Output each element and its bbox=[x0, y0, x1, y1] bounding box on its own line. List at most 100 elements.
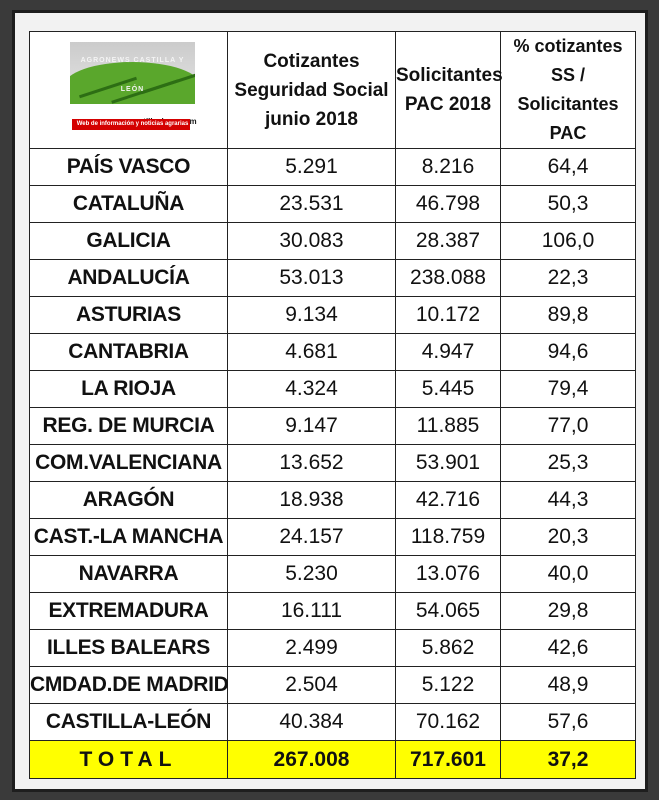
table-row: LA RIOJA 4.324 5.445 79,4 bbox=[29, 370, 636, 408]
cell-pct: 22,3 bbox=[500, 259, 636, 297]
header-solicitantes-line2: PAC 2018 bbox=[404, 94, 492, 115]
table-row: COM.VALENCIANA 13.652 53.901 25,3 bbox=[29, 444, 636, 482]
cell-solicitantes: 42.716 bbox=[395, 481, 501, 519]
cell-pct: 57,6 bbox=[500, 703, 636, 741]
cell-cotizantes: 13.652 bbox=[227, 444, 396, 482]
cell-solicitantes: 46.798 bbox=[395, 185, 501, 223]
cell-solicitantes: 70.162 bbox=[395, 703, 501, 741]
cell-region: ARAGÓN bbox=[29, 481, 228, 519]
cell-pct: 94,6 bbox=[500, 333, 636, 371]
cell-region: EXTREMADURA bbox=[29, 592, 228, 630]
cell-pct: 79,4 bbox=[500, 370, 636, 408]
cell-pct: 20,3 bbox=[500, 518, 636, 556]
cell-solicitantes: 238.088 bbox=[395, 259, 501, 297]
cell-pct: 40,0 bbox=[500, 555, 636, 593]
cell-cotizantes: 9.147 bbox=[227, 407, 396, 445]
total-row: TOTAL 267.008 717.601 37,2 bbox=[29, 740, 636, 779]
header-cotizantes-line1: Cotizantes bbox=[263, 50, 360, 72]
cell-pct: 89,8 bbox=[500, 296, 636, 334]
header-pct-line1: % cotizantes SS / bbox=[513, 36, 623, 85]
cell-cotizantes: 2.499 bbox=[227, 629, 396, 667]
cell-region: REG. DE MURCIA bbox=[29, 407, 228, 445]
cell-solicitantes: 4.947 bbox=[395, 333, 501, 371]
cell-solicitantes: 5.862 bbox=[395, 629, 501, 667]
cell-pct: 77,0 bbox=[500, 407, 636, 445]
header-row: AGRONEWS CASTILLA Y LEÓN www.agronewscas… bbox=[29, 31, 636, 149]
data-table: AGRONEWS CASTILLA Y LEÓN www.agronewscas… bbox=[29, 31, 636, 779]
cell-cotizantes: 18.938 bbox=[227, 481, 396, 519]
logo-banner-image: AGRONEWS CASTILLA Y LEÓN bbox=[70, 42, 195, 104]
cell-cotizantes: 4.324 bbox=[227, 370, 396, 408]
table-row: CMDAD.DE MADRID 2.504 5.122 48,9 bbox=[29, 666, 636, 704]
table-body: PAÍS VASCO 5.291 8.216 64,4 CATALUÑA 23.531 46… bbox=[29, 148, 636, 779]
cell-region: NAVARRA bbox=[29, 555, 228, 593]
cell-cotizantes: 4.681 bbox=[227, 333, 396, 371]
total-cell-cotizantes: 267.008 bbox=[227, 740, 396, 779]
table-row: ILLES BALEARS 2.499 5.862 42,6 bbox=[29, 629, 636, 667]
cell-pct: 44,3 bbox=[500, 481, 636, 519]
cell-pct: 106,0 bbox=[500, 222, 636, 260]
cell-cotizantes: 24.157 bbox=[227, 518, 396, 556]
header-cotizantes-line2: Seguridad Social bbox=[234, 79, 389, 101]
logo-cell: AGRONEWS CASTILLA Y LEÓN www.agronewscas… bbox=[29, 31, 228, 149]
cell-pct: 42,6 bbox=[500, 629, 636, 667]
logo-tagline: Web de información y noticias agrarias bbox=[72, 119, 190, 130]
table-row: REG. DE MURCIA 9.147 11.885 77,0 bbox=[29, 407, 636, 445]
table-row: NAVARRA 5.230 13.076 40,0 bbox=[29, 555, 636, 593]
cell-region: LA RIOJA bbox=[29, 370, 228, 408]
cell-cotizantes: 53.013 bbox=[227, 259, 396, 297]
total-cell-region: TOTAL bbox=[29, 740, 228, 779]
cell-pct: 50,3 bbox=[500, 185, 636, 223]
cell-region: ILLES BALEARS bbox=[29, 629, 228, 667]
agronews-logo: AGRONEWS CASTILLA Y LEÓN www.agronewscas… bbox=[70, 42, 197, 136]
table-row: CATALUÑA 23.531 46.798 50,3 bbox=[29, 185, 636, 223]
header-cotizantes-line3: junio 2018 bbox=[265, 108, 358, 130]
table-row: CAST.-LA MANCHA 24.157 118.759 20,3 bbox=[29, 518, 636, 556]
table-row: GALICIA 30.083 28.387 106,0 bbox=[29, 222, 636, 260]
cell-solicitantes: 53.901 bbox=[395, 444, 501, 482]
table-row: ARAGÓN 18.938 42.716 44,3 bbox=[29, 481, 636, 519]
table-row: CANTABRIA 4.681 4.947 94,6 bbox=[29, 333, 636, 371]
cell-region: COM.VALENCIANA bbox=[29, 444, 228, 482]
cell-solicitantes: 118.759 bbox=[395, 518, 501, 556]
cell-solicitantes: 54.065 bbox=[395, 592, 501, 630]
header-pct: % cotizantes SS / Solicitantes PAC bbox=[500, 31, 636, 149]
header-solicitantes: Solicitantes PAC 2018 bbox=[395, 31, 503, 149]
cell-region: CAST.-LA MANCHA bbox=[29, 518, 228, 556]
cell-region: CMDAD.DE MADRID bbox=[29, 666, 229, 704]
cell-solicitantes: 28.387 bbox=[395, 222, 501, 260]
cell-region: GALICIA bbox=[29, 222, 228, 260]
cell-cotizantes: 2.504 bbox=[227, 666, 396, 704]
table-row: EXTREMADURA 16.111 54.065 29,8 bbox=[29, 592, 636, 630]
cell-cotizantes: 5.291 bbox=[227, 148, 396, 186]
table-row: ASTURIAS 9.134 10.172 89,8 bbox=[29, 296, 636, 334]
cell-region: CATALUÑA bbox=[29, 185, 228, 223]
document-frame: AGRONEWS CASTILLA Y LEÓN www.agronewscas… bbox=[12, 10, 648, 792]
cell-pct: 25,3 bbox=[500, 444, 636, 482]
cell-solicitantes: 5.445 bbox=[395, 370, 501, 408]
cell-solicitantes: 11.885 bbox=[395, 407, 501, 445]
total-cell-pct: 37,2 bbox=[500, 740, 636, 779]
cell-region: PAÍS VASCO bbox=[29, 148, 228, 186]
cell-cotizantes: 30.083 bbox=[227, 222, 396, 260]
table-row: ANDALUCÍA 53.013 238.088 22,3 bbox=[29, 259, 636, 297]
cell-region: ASTURIAS bbox=[29, 296, 228, 334]
logo-name: AGRONEWS CASTILLA Y LEÓN bbox=[80, 57, 185, 93]
cell-cotizantes: 16.111 bbox=[227, 592, 396, 630]
cell-region: CASTILLA-LEÓN bbox=[29, 703, 228, 741]
header-cotizantes: Cotizantes Seguridad Social junio 2018 bbox=[227, 31, 396, 149]
cell-pct: 64,4 bbox=[500, 148, 636, 186]
cell-region: ANDALUCÍA bbox=[29, 259, 228, 297]
cell-solicitantes: 5.122 bbox=[395, 666, 501, 704]
table-row: PAÍS VASCO 5.291 8.216 64,4 bbox=[29, 148, 636, 186]
cell-cotizantes: 5.230 bbox=[227, 555, 396, 593]
total-cell-solicitantes: 717.601 bbox=[395, 740, 501, 779]
table-row: CASTILLA-LEÓN 40.384 70.162 57,6 bbox=[29, 703, 636, 741]
header-solicitantes-line1: Solicitantes bbox=[396, 65, 503, 86]
header-pct-line2: Solicitantes PAC bbox=[517, 94, 619, 143]
cell-pct: 48,9 bbox=[500, 666, 636, 704]
cell-pct: 29,8 bbox=[500, 592, 636, 630]
cell-solicitantes: 13.076 bbox=[395, 555, 501, 593]
cell-cotizantes: 9.134 bbox=[227, 296, 396, 334]
cell-cotizantes: 23.531 bbox=[227, 185, 396, 223]
